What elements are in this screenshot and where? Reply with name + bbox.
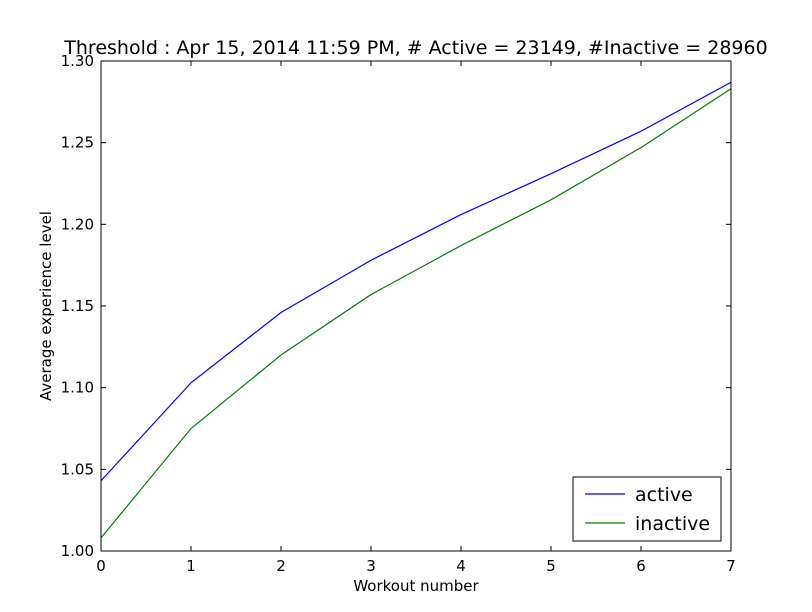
x-tick-label: 0 [96,557,106,575]
y-tick-label: 1.15 [61,297,94,315]
x-tick-label: 2 [276,557,286,575]
legend-label-active: active [635,484,693,506]
x-tick-label: 1 [186,557,196,575]
legend-box [572,476,722,542]
x-tick-label: 5 [546,557,556,575]
legend: active inactive [572,476,722,542]
y-tick-label: 1.05 [61,460,94,478]
chart-title: Threshold : Apr 15, 2014 11:59 PM, # Act… [63,37,767,59]
series-line-inactive [100,88,732,539]
x-tick-label: 7 [726,557,736,575]
y-tick-label: 1.00 [61,542,94,560]
series-line-active [100,81,732,482]
y-axis-label: Average experience level [37,211,55,401]
y-tick-label: 1.25 [61,134,94,152]
y-tick-label: 1.10 [61,379,94,397]
legend-label-inactive: inactive [635,513,710,535]
x-tick-label: 6 [636,557,646,575]
x-tick-label: 3 [366,557,376,575]
y-tick-label: 1.20 [61,215,94,233]
y-tick-label: 1.30 [61,52,94,70]
x-axis-label: Workout number [353,577,479,595]
x-tick-label: 4 [456,557,466,575]
